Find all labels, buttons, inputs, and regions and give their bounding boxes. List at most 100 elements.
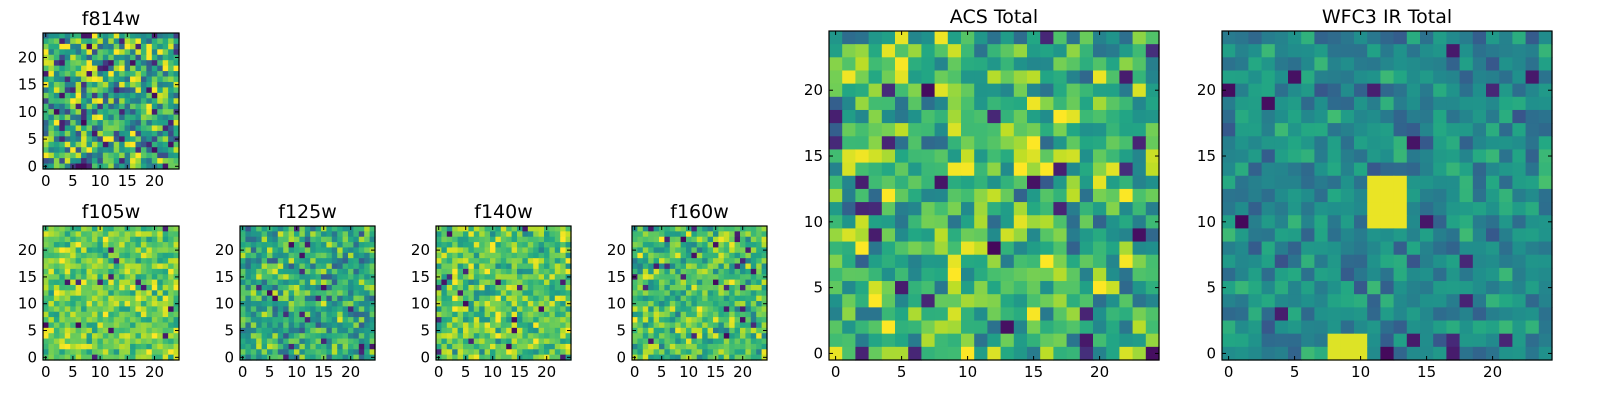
heatmap-cell bbox=[549, 263, 556, 270]
heatmap-cell bbox=[326, 338, 333, 345]
heatmap-cell bbox=[1538, 294, 1553, 308]
heatmap-cell bbox=[457, 247, 464, 254]
heatmap-cell bbox=[723, 343, 730, 350]
heatmap-cell bbox=[961, 70, 975, 85]
heatmap-cell bbox=[70, 322, 77, 329]
heatmap-cell bbox=[517, 258, 523, 265]
heatmap-cell bbox=[468, 290, 475, 297]
heatmap-cell bbox=[135, 60, 142, 67]
heatmap-cell bbox=[734, 252, 741, 259]
heatmap-cell bbox=[517, 290, 523, 297]
heatmap-cell bbox=[1446, 333, 1461, 348]
x-tick-label: 10 bbox=[958, 363, 977, 381]
heatmap-cell bbox=[64, 236, 71, 243]
heatmap-cell bbox=[713, 258, 719, 265]
heatmap-cell bbox=[97, 114, 104, 121]
heatmap-cell bbox=[86, 152, 93, 159]
heatmap-cell bbox=[1106, 333, 1120, 348]
heatmap-cell bbox=[441, 343, 448, 350]
heatmap-cell bbox=[245, 301, 252, 307]
heatmap-cell bbox=[517, 301, 523, 307]
heatmap-cell bbox=[723, 236, 730, 243]
heatmap-cell bbox=[868, 346, 883, 361]
heatmap-cell bbox=[75, 311, 82, 318]
heatmap-cell bbox=[500, 274, 507, 281]
heatmap-cell bbox=[299, 231, 306, 238]
heatmap-cell bbox=[277, 252, 284, 259]
heatmap-cell bbox=[321, 327, 327, 334]
heatmap-cell bbox=[934, 307, 949, 322]
heatmap-cell bbox=[102, 60, 109, 67]
heatmap-cell bbox=[921, 267, 936, 282]
heatmap-cell bbox=[1235, 149, 1249, 164]
heatmap-cell bbox=[560, 317, 567, 324]
heatmap-cell bbox=[1314, 267, 1329, 282]
heatmap-cell bbox=[522, 247, 529, 254]
heatmap-cell bbox=[288, 268, 295, 275]
heatmap-cells bbox=[632, 226, 768, 361]
heatmap-cell bbox=[1132, 228, 1147, 243]
heatmap-cell bbox=[511, 322, 518, 329]
heatmap-cell bbox=[364, 247, 371, 254]
heatmap-cell bbox=[490, 343, 496, 350]
heatmap-cell bbox=[135, 141, 142, 148]
heatmap-cell bbox=[868, 281, 883, 295]
heatmap-cell bbox=[934, 215, 949, 229]
heatmap-cell bbox=[713, 268, 719, 275]
heatmap-cell bbox=[713, 252, 719, 259]
x-tick-label: 20 bbox=[1090, 363, 1109, 381]
heatmap-cell bbox=[511, 258, 518, 265]
heatmap-cell bbox=[868, 320, 883, 335]
heatmap-cell bbox=[1119, 188, 1134, 203]
heatmap-cell bbox=[517, 268, 523, 275]
heatmap-cell bbox=[908, 175, 922, 190]
heatmap-cell bbox=[299, 322, 306, 329]
heatmap-cell bbox=[1222, 109, 1236, 124]
heatmap-cell bbox=[70, 301, 77, 307]
heatmap-cell bbox=[288, 311, 295, 318]
heatmap-cell bbox=[140, 33, 147, 40]
heatmap-cell bbox=[151, 274, 158, 281]
heatmap-cell bbox=[162, 33, 169, 40]
heatmap-cell bbox=[119, 120, 126, 127]
heatmap-cell bbox=[1000, 31, 1015, 45]
heatmap-cell bbox=[637, 338, 644, 345]
heatmap-cell bbox=[75, 306, 82, 313]
heatmap-cell bbox=[326, 263, 333, 270]
heatmap-cell bbox=[511, 333, 518, 340]
heatmap-cell bbox=[538, 290, 545, 297]
heatmap-cell bbox=[707, 295, 714, 302]
heatmap-cell bbox=[740, 322, 746, 329]
heatmap-cell bbox=[921, 70, 936, 85]
heatmap-cell bbox=[102, 71, 109, 78]
heatmap-cell bbox=[70, 120, 77, 127]
heatmap-cell bbox=[842, 31, 856, 45]
heatmap-cell bbox=[1380, 149, 1395, 164]
heatmap-cell bbox=[1354, 281, 1368, 295]
heatmap-cell bbox=[1512, 123, 1527, 137]
heatmap-cell bbox=[294, 349, 300, 356]
heatmap-cell bbox=[310, 327, 317, 334]
heatmap-cell bbox=[947, 215, 962, 229]
heatmap-cell bbox=[102, 130, 109, 137]
heatmap-cell bbox=[745, 236, 752, 243]
y-tick-label: 0 bbox=[27, 348, 37, 366]
heatmap-cell bbox=[358, 295, 365, 302]
heatmap-cell bbox=[522, 354, 529, 361]
heatmap-cell bbox=[1367, 346, 1381, 361]
heatmap-cell bbox=[43, 263, 50, 270]
heatmap-cell bbox=[1248, 70, 1263, 85]
heatmap-cell bbox=[1066, 333, 1081, 348]
heatmap-cell bbox=[1486, 136, 1500, 151]
heatmap-cell bbox=[256, 322, 263, 329]
heatmap-cell bbox=[277, 311, 284, 318]
heatmap-cell bbox=[696, 354, 703, 361]
heatmap-cell bbox=[637, 311, 644, 318]
heatmap-cell bbox=[1327, 294, 1342, 308]
heatmap-cell bbox=[331, 252, 338, 259]
heatmap-cell bbox=[250, 274, 257, 281]
heatmap-cell bbox=[113, 338, 120, 345]
heatmap-cell bbox=[734, 226, 741, 232]
heatmap-cell bbox=[240, 311, 246, 318]
heatmap-cell bbox=[1079, 44, 1094, 58]
